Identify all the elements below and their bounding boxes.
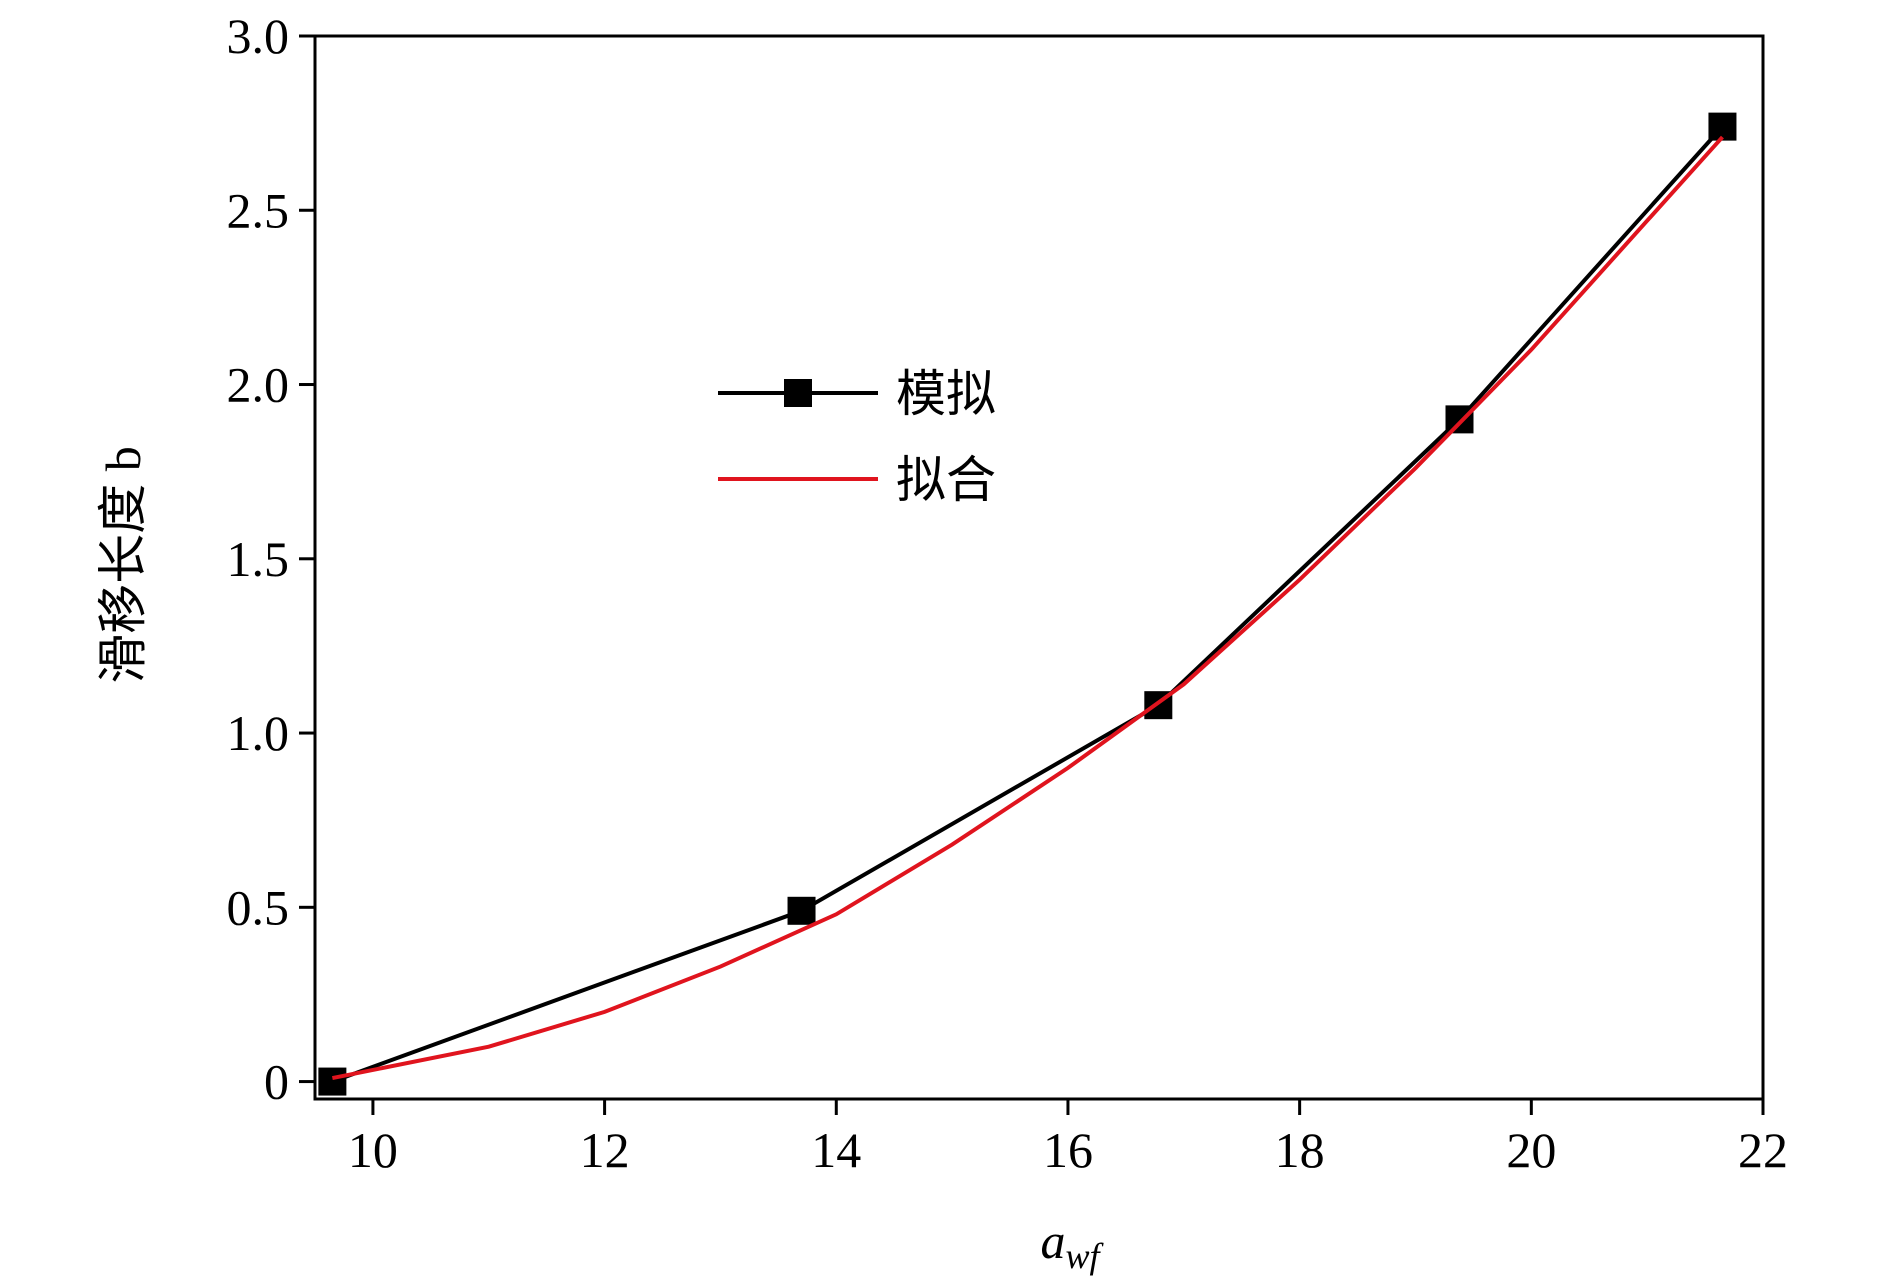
series-line [331, 125, 1724, 1084]
series-line [331, 135, 1724, 1081]
y-tick-label: 2.0 [227, 357, 290, 413]
data-point [318, 1067, 347, 1096]
x-axis-label: awf [1040, 1213, 1104, 1276]
x-tick-label: 12 [580, 1122, 630, 1178]
y-tick-label: 3.0 [227, 8, 290, 64]
y-tick-label: 0 [264, 1054, 289, 1110]
x-tick-label: 22 [1738, 1122, 1788, 1178]
y-axis-label: 滑移长度 b [95, 446, 151, 684]
y-tick-label: 1.0 [227, 705, 290, 761]
y-tick-label: 1.5 [227, 531, 290, 587]
x-tick-label: 16 [1043, 1122, 1093, 1178]
legend-label: 拟合 [896, 452, 996, 508]
plot-frame [313, 34, 1765, 1101]
x-tick-label: 20 [1506, 1122, 1556, 1178]
data-point [1445, 405, 1474, 434]
y-tick-label: 2.5 [227, 182, 290, 238]
legend-label: 模拟 [896, 366, 996, 422]
x-label-sub: wf [1065, 1236, 1104, 1276]
x-tick-label: 14 [811, 1122, 861, 1178]
x-tick-label: 10 [348, 1122, 398, 1178]
x-tick-label: 18 [1275, 1122, 1325, 1178]
data-point [1708, 112, 1737, 141]
data-point [787, 896, 816, 925]
legend-marker [784, 379, 812, 407]
x-label-base: a [1040, 1213, 1065, 1269]
y-tick-label: 0.5 [227, 879, 290, 935]
